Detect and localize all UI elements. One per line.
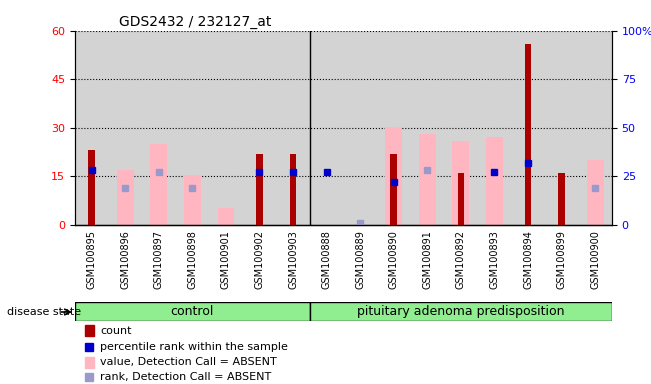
Text: GSM100900: GSM100900 — [590, 230, 600, 289]
Text: GSM100890: GSM100890 — [389, 230, 399, 289]
Bar — [85, 357, 94, 368]
Bar — [217, 209, 234, 225]
Text: GSM100896: GSM100896 — [120, 230, 130, 289]
Text: control: control — [171, 305, 214, 318]
Text: disease state: disease state — [7, 307, 81, 317]
Text: GSM100899: GSM100899 — [557, 230, 566, 289]
Text: percentile rank within the sample: percentile rank within the sample — [100, 342, 288, 352]
Bar — [184, 176, 201, 225]
Text: GSM100893: GSM100893 — [490, 230, 499, 289]
Text: pituitary adenoma predisposition: pituitary adenoma predisposition — [357, 305, 564, 318]
Bar — [85, 325, 94, 336]
Text: GSM100894: GSM100894 — [523, 230, 533, 289]
FancyBboxPatch shape — [75, 302, 310, 321]
Text: rank, Detection Call = ABSENT: rank, Detection Call = ABSENT — [100, 372, 271, 382]
Text: value, Detection Call = ABSENT: value, Detection Call = ABSENT — [100, 358, 277, 367]
Text: GSM100895: GSM100895 — [87, 230, 96, 290]
Bar — [150, 144, 167, 225]
FancyBboxPatch shape — [310, 302, 612, 321]
Text: GSM100892: GSM100892 — [456, 230, 466, 290]
Text: GSM100897: GSM100897 — [154, 230, 164, 290]
Text: GSM100891: GSM100891 — [422, 230, 432, 289]
Text: GSM100903: GSM100903 — [288, 230, 298, 289]
Text: GDS2432 / 232127_at: GDS2432 / 232127_at — [119, 15, 271, 29]
Bar — [256, 154, 263, 225]
Bar — [587, 160, 603, 225]
Bar — [452, 141, 469, 225]
Bar — [558, 173, 565, 225]
Bar — [89, 150, 95, 225]
Text: count: count — [100, 326, 132, 336]
Text: GSM100889: GSM100889 — [355, 230, 365, 289]
Text: GSM100902: GSM100902 — [255, 230, 264, 290]
Bar — [391, 154, 397, 225]
Bar — [458, 173, 464, 225]
Bar — [419, 134, 436, 225]
Text: GSM100888: GSM100888 — [322, 230, 331, 289]
Text: GSM100901: GSM100901 — [221, 230, 231, 289]
Bar — [525, 44, 531, 225]
Bar — [385, 128, 402, 225]
Bar — [486, 137, 503, 225]
Bar — [117, 170, 133, 225]
Text: GSM100898: GSM100898 — [187, 230, 197, 289]
Bar — [290, 154, 296, 225]
